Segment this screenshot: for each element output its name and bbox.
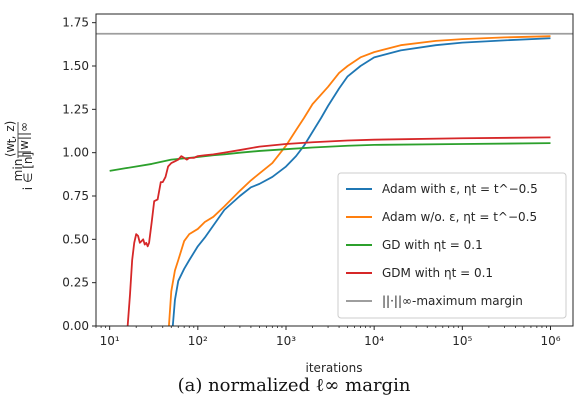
svg-text:⟨w: ⟨w xyxy=(3,143,17,158)
series-line xyxy=(110,143,551,171)
legend-label: Adam w/o. ε, ηt = t^−0.5 xyxy=(382,210,537,224)
x-tick-label: 10⁶ xyxy=(540,334,560,348)
y-tick-label: 0.00 xyxy=(62,319,89,333)
y-tick-label: 0.25 xyxy=(62,276,89,290)
x-tick-label: 10² xyxy=(188,334,208,348)
x-tick-label: 10⁴ xyxy=(364,334,384,348)
legend-label: ||·||∞-maximum margin xyxy=(382,294,523,308)
legend-label: Adam with ε, ηt = t^−0.5 xyxy=(382,182,538,196)
y-tick-label: 1.75 xyxy=(62,16,89,30)
legend-label: GD with ηt = 0.1 xyxy=(382,238,483,252)
x-tick-label: 10³ xyxy=(276,334,296,348)
y-tick-label: 1.00 xyxy=(62,146,89,160)
figure-caption: (a) normalized ℓ∞ margin xyxy=(0,375,588,396)
svg-text:, z): , z) xyxy=(3,121,17,140)
y-tick-label: 0.50 xyxy=(62,232,89,246)
legend-label: GDM with ηt = 0.1 xyxy=(382,266,493,280)
y-axis-label: min i ∈ [n] ⟨w t , z) ||w||∞ xyxy=(3,121,35,191)
y-tick-label: 0.75 xyxy=(62,189,89,203)
x-tick-label: 10¹ xyxy=(100,334,120,348)
x-axis-label: iterations xyxy=(306,361,363,375)
y-tick-label: 1.50 xyxy=(62,59,89,73)
legend: Adam with ε, ηt = t^−0.5 Adam w/o. ε, ηt … xyxy=(338,173,566,318)
svg-text:||w||∞: ||w||∞ xyxy=(17,122,31,158)
y-tick-label: 1.25 xyxy=(62,102,89,116)
x-tick-label: 10⁵ xyxy=(452,334,472,348)
